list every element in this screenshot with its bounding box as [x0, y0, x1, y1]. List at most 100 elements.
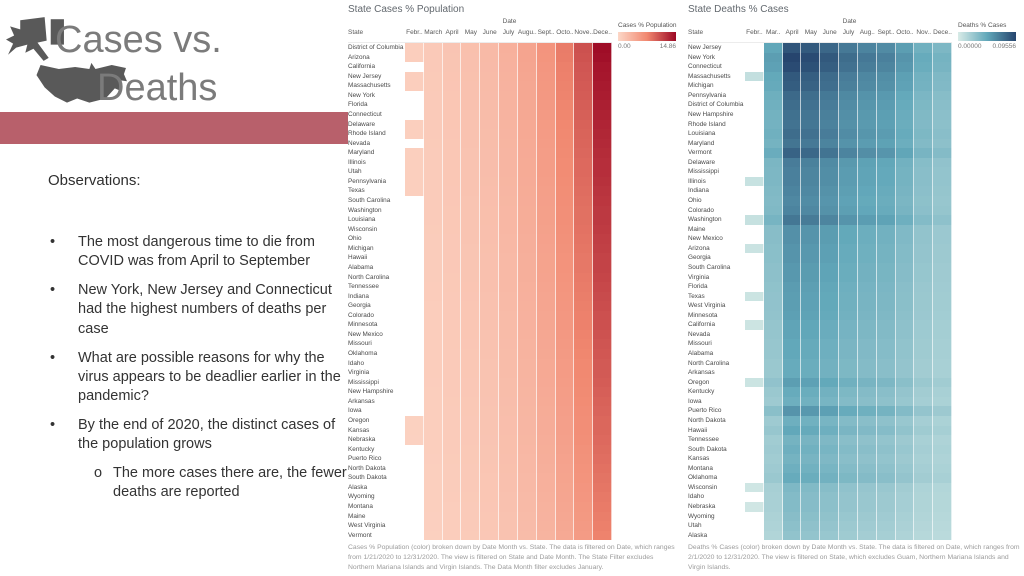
heatmap-row: Missouri	[348, 339, 612, 349]
heatmap-cell	[914, 301, 934, 311]
heatmap-cell	[442, 377, 462, 388]
heatmap-cell	[857, 71, 877, 82]
heatmap-cell	[820, 349, 840, 359]
heatmap-cell	[857, 243, 877, 254]
heatmap-cell	[555, 406, 575, 416]
heatmap-cell	[876, 425, 896, 436]
heatmap-cell	[839, 396, 858, 407]
heatmap-cell	[933, 176, 952, 187]
heatmap-row: New Hampshire	[688, 109, 952, 120]
heatmap-cell	[895, 176, 915, 187]
heatmap-cell	[423, 502, 443, 512]
heatmap-cell	[536, 167, 556, 177]
heatmap-cell	[839, 62, 858, 72]
heatmap-cell	[517, 291, 537, 302]
heatmap-cell	[517, 262, 537, 273]
heatmap-cell	[782, 473, 802, 483]
heatmap-cell	[857, 329, 877, 340]
heatmap-cell	[405, 215, 424, 225]
heatmap-cell	[555, 62, 575, 72]
state-label: New York	[688, 53, 715, 61]
heatmap-cell	[461, 329, 481, 340]
heatmap-cell	[782, 272, 802, 283]
heatmap-cell	[555, 186, 575, 196]
heatmap-cell	[933, 425, 952, 436]
heatmap-cell	[745, 52, 764, 63]
heatmap-cell	[442, 119, 462, 130]
heatmap-cell	[574, 425, 594, 436]
heatmap-cell	[857, 157, 877, 168]
heatmap-cell	[895, 425, 915, 436]
state-label: North Dakota	[688, 416, 726, 424]
heatmap-cell	[857, 282, 877, 292]
heatmap-cell	[895, 157, 915, 168]
heatmap-cell	[782, 90, 802, 101]
bullet-marker: •	[50, 417, 56, 433]
heatmap-cell	[405, 109, 424, 120]
state-label: Massachusetts	[688, 72, 731, 80]
heatmap-cell	[914, 387, 934, 397]
heatmap-cell	[801, 138, 821, 149]
heatmap-cell	[405, 234, 424, 244]
month-label: June	[822, 29, 837, 36]
heatmap-cell	[499, 272, 518, 283]
heatmap-cell	[517, 62, 537, 72]
heatmap-cell	[857, 492, 877, 502]
heatmap-cell	[876, 310, 896, 321]
heatmap-cell	[536, 425, 556, 436]
heatmap-cell	[839, 119, 858, 130]
heatmap-cell	[745, 100, 764, 110]
heatmap-cell	[499, 301, 518, 311]
heatmap-cell	[820, 129, 840, 139]
heatmap-cell	[442, 262, 462, 273]
heatmap-cell	[801, 205, 821, 216]
heatmap-cell	[820, 291, 840, 302]
heatmap-cell	[555, 90, 575, 101]
heatmap-cell	[933, 71, 952, 82]
heatmap-cell	[499, 368, 518, 378]
heatmap-cell	[442, 358, 462, 369]
state-label: South Carolina	[348, 197, 391, 204]
heatmap-cell	[405, 167, 424, 177]
heatmap-cell	[442, 291, 462, 302]
heatmap-cell	[801, 176, 821, 187]
heatmap-cell	[517, 320, 537, 330]
state-label: New Hampshire	[348, 388, 394, 396]
heatmap-cell	[574, 43, 594, 53]
heatmap-cell	[801, 100, 821, 110]
heatmap-cell	[517, 253, 537, 263]
heatmap-cell	[423, 291, 443, 302]
heatmap-row: Washington	[688, 215, 952, 225]
heatmap-row: Kansas	[348, 425, 612, 436]
heatmap-cell	[461, 119, 481, 130]
heatmap-cell	[517, 387, 537, 397]
heatmap-cell	[536, 521, 556, 531]
heatmap-cell	[536, 454, 556, 464]
heatmap-cell	[933, 444, 952, 455]
heatmap-cell	[782, 196, 802, 206]
heatmap-cell	[405, 406, 424, 416]
heatmap-cell	[499, 435, 518, 445]
heatmap-cell	[933, 396, 952, 407]
heatmap-cell	[801, 243, 821, 254]
heatmap-cell	[857, 511, 877, 522]
heatmap-cell	[574, 215, 594, 225]
heatmap-cell	[895, 234, 915, 244]
heatmap-cell	[499, 100, 518, 110]
heatmap-cell	[593, 90, 612, 101]
heatmap-cell	[574, 435, 594, 445]
heatmap-cell	[745, 215, 764, 225]
heatmap-cell	[914, 43, 934, 53]
heatmap-cell	[555, 396, 575, 407]
state-label: Ohio	[348, 235, 362, 243]
heatmap-cell	[461, 368, 481, 378]
heatmap-cell	[499, 339, 518, 349]
heatmap-cell	[763, 387, 783, 397]
heatmap-cell	[593, 262, 612, 273]
heatmap-cell	[914, 196, 934, 206]
heatmap-cell	[933, 90, 952, 101]
heatmap-cell	[914, 463, 934, 474]
heatmap-cell	[839, 492, 858, 502]
heatmap-cell	[461, 492, 481, 502]
heatmap-cell	[442, 205, 462, 216]
